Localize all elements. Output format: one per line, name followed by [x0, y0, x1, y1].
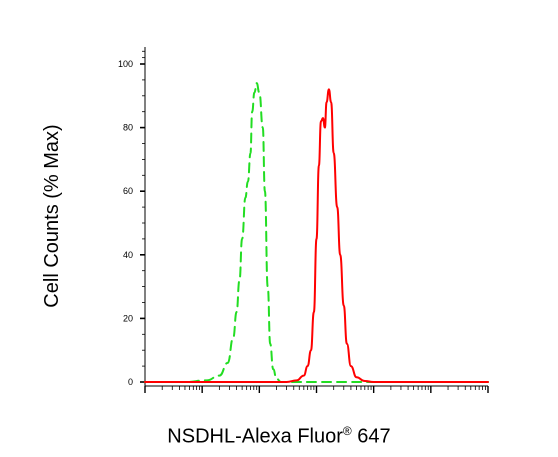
x-axis-label: NSDHL-Alexa Fluor® 647 — [0, 424, 558, 449]
series-layer — [144, 82, 489, 384]
x-ticks — [144, 386, 489, 393]
y-tick-label: 80 — [123, 123, 133, 133]
y-tick-label: 0 — [128, 377, 133, 387]
y-tick-label: 100 — [118, 59, 133, 69]
y-ticks: 0 20 40 60 80 100 — [118, 50, 145, 387]
x-axis-label-text: NSDHL-Alexa Fluor — [167, 425, 343, 448]
registered-mark: ® — [342, 424, 352, 438]
x-axis-label-suffix: 647 — [351, 425, 391, 448]
y-tick-label: 40 — [123, 250, 133, 260]
y-tick-label: 60 — [123, 186, 133, 196]
y-tick-label: 20 — [123, 313, 133, 323]
solid-series-line — [144, 88, 489, 383]
y-axis-label: Cell Counts (% Max) — [41, 124, 63, 307]
